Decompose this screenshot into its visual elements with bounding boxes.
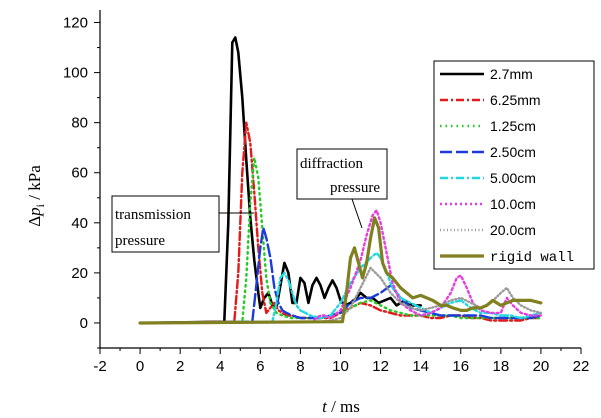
x-tick-label-4: 6 xyxy=(256,358,264,375)
x-tick-label-0: -2 xyxy=(93,358,106,375)
series-line-7 xyxy=(138,216,543,325)
legend-label-3: 2.50cm xyxy=(490,144,536,160)
series-line-2 xyxy=(138,156,543,325)
transmission-label-line2: pressure xyxy=(115,233,165,249)
transmission-label-line1: transmission xyxy=(115,207,191,223)
y-tick-label-5: 100 xyxy=(63,65,88,82)
legend: 2.7mm 6.25mm 1.25cm 2.50cm 5.00cm 10.0cm 20.0c… xyxy=(433,60,595,270)
transmission-annotation: transmission pressure xyxy=(111,195,254,253)
x-tick-label-9: 16 xyxy=(452,358,469,375)
legend-label-2: 1.25cm xyxy=(490,118,536,134)
y-axis-subscript: i xyxy=(33,203,47,207)
series-line-5 xyxy=(138,209,543,325)
transmission-box xyxy=(111,195,220,253)
legend-label-4: 5.00cm xyxy=(490,170,536,186)
legend-label-1: 6.25mm xyxy=(490,92,541,108)
diffraction-annotation: diffraction pressure xyxy=(296,148,388,229)
x-tick-label-12: 22 xyxy=(573,358,590,375)
axes-layer: -2 0 2 4 6 8 10 12 14 16 18 20 22 0 20 40 60 80 100 120 xyxy=(63,10,589,375)
y-axis-prefix: Δ xyxy=(25,216,44,227)
x-tick-label-1: 0 xyxy=(136,358,144,375)
legend-box xyxy=(433,60,595,270)
diffraction-box xyxy=(296,148,388,200)
x-tick-label-7: 12 xyxy=(372,358,389,375)
y-tick-label-6: 120 xyxy=(63,15,88,32)
diffraction-leader-line xyxy=(351,198,363,229)
y-tick-label-2: 40 xyxy=(71,215,88,232)
y-tick-label-0: 0 xyxy=(80,315,88,332)
series-layer xyxy=(138,36,543,325)
series-line-6 xyxy=(138,266,543,325)
x-tick-label-2: 2 xyxy=(176,358,184,375)
legend-label-7: rigid wall xyxy=(490,250,574,266)
diffraction-label-line2: pressure xyxy=(330,180,380,196)
y-tick-label-3: 60 xyxy=(71,165,88,182)
x-axis-unit: / ms xyxy=(327,397,360,416)
y-tick-label-1: 20 xyxy=(71,265,88,282)
y-axis-unit: / kPa xyxy=(25,165,44,204)
x-tick-label-6: 10 xyxy=(332,358,349,375)
legend-label-0: 2.7mm xyxy=(490,66,533,82)
y-tick-label-4: 80 xyxy=(71,115,88,132)
x-tick-label-8: 14 xyxy=(412,358,429,375)
x-axis-title: t / ms xyxy=(322,397,360,416)
diffraction-label-line1: diffraction xyxy=(300,156,364,172)
series-line-3 xyxy=(138,226,543,325)
legend-label-6: 20.0cm xyxy=(490,222,536,238)
x-tick-label-11: 20 xyxy=(533,358,550,375)
y-axis-variable: p xyxy=(25,207,44,217)
y-axis-title: Δpi / kPa xyxy=(25,165,47,227)
x-tick-label-10: 18 xyxy=(492,358,509,375)
legend-label-5: 10.0cm xyxy=(490,196,536,212)
x-tick-label-3: 4 xyxy=(216,358,224,375)
x-axis-variable: t xyxy=(322,397,328,416)
x-tick-label-5: 8 xyxy=(296,358,304,375)
